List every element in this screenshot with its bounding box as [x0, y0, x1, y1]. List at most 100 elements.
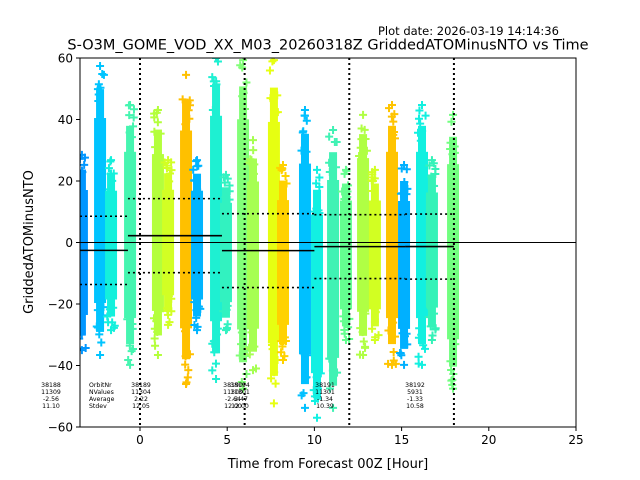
data-point	[221, 170, 230, 179]
data-point	[312, 204, 321, 213]
stat-label-text: 10.39	[316, 403, 334, 410]
data-point	[278, 342, 287, 351]
data-point	[361, 343, 370, 352]
scatter-column	[396, 161, 412, 369]
scatter-column	[367, 165, 383, 344]
data-point	[107, 326, 116, 335]
x-axis-label: Time from Forecast 00Z [Hour]	[227, 457, 429, 472]
data-point	[330, 137, 339, 146]
data-point	[129, 105, 138, 114]
data-point	[300, 105, 309, 114]
data-point	[180, 327, 189, 336]
data-point	[302, 116, 311, 125]
data-point	[80, 346, 86, 355]
data-point	[225, 187, 234, 196]
data-point	[125, 128, 134, 137]
data-point	[425, 161, 434, 170]
data-point	[414, 352, 423, 361]
data-point	[344, 181, 353, 190]
stat-label-text: 38189	[131, 382, 151, 389]
data-point	[416, 136, 425, 145]
stat-label-text: 11304	[131, 389, 151, 396]
data-point	[419, 341, 428, 350]
data-point	[329, 403, 338, 412]
stat-label-text: 38192	[405, 382, 425, 389]
data-point	[343, 192, 352, 201]
chart-title: S-O3M_GOME_VOD_XX_M03_20260318Z GriddedA…	[67, 38, 588, 54]
data-point	[249, 136, 258, 145]
point-cluster	[449, 136, 458, 367]
data-point	[302, 373, 311, 382]
data-point	[164, 320, 173, 329]
data-point	[125, 111, 134, 120]
data-point	[126, 101, 135, 110]
data-point	[431, 165, 440, 174]
data-point	[99, 303, 108, 312]
scatter-column	[92, 61, 108, 360]
data-point	[103, 312, 112, 321]
y-tick-label: −20	[48, 298, 73, 312]
stat-label-text: 12.00	[224, 403, 242, 410]
data-point	[356, 324, 365, 333]
scatter-column	[80, 150, 90, 355]
data-point	[328, 366, 337, 375]
data-point	[193, 156, 202, 165]
scatter-column	[149, 105, 165, 360]
data-point	[416, 119, 425, 128]
stat-label-text: 12.05	[132, 403, 150, 410]
data-point	[267, 341, 276, 350]
data-point	[325, 354, 334, 363]
data-point	[403, 340, 412, 349]
scatter-columns	[80, 58, 460, 422]
point-cluster	[388, 125, 397, 345]
data-point	[271, 108, 280, 117]
data-point	[400, 177, 409, 186]
stat-label-text: 5931	[407, 389, 423, 396]
point-cluster	[182, 99, 191, 360]
point-cluster	[193, 173, 202, 317]
data-point	[185, 101, 194, 110]
data-point	[402, 190, 411, 199]
point-cluster	[279, 180, 288, 345]
data-point	[221, 326, 230, 335]
data-point	[326, 384, 335, 393]
data-point	[414, 128, 423, 137]
data-point	[269, 399, 278, 408]
data-point	[390, 110, 399, 119]
data-point	[355, 151, 364, 160]
data-point	[193, 185, 202, 194]
data-point	[129, 122, 138, 131]
data-point	[194, 161, 203, 170]
data-point	[314, 384, 323, 393]
scatter-column	[276, 161, 291, 364]
data-point	[153, 328, 162, 337]
data-point	[421, 111, 430, 120]
data-point	[339, 317, 348, 326]
data-point	[384, 326, 393, 335]
data-point	[239, 87, 248, 96]
data-point	[80, 150, 86, 159]
data-point	[282, 179, 291, 188]
data-point	[223, 301, 232, 310]
data-point	[313, 413, 322, 422]
y-tick-label: 40	[58, 113, 73, 127]
x-tick-label: 25	[568, 433, 583, 447]
scatter-column	[178, 70, 194, 388]
stat-label-text: 11309	[41, 389, 61, 396]
data-point	[310, 396, 319, 405]
data-point	[98, 69, 107, 78]
stat-label-text: 38190	[223, 382, 243, 389]
scatter-column	[355, 110, 371, 360]
data-point	[192, 306, 201, 315]
point-cluster	[418, 125, 427, 345]
data-point	[92, 322, 101, 331]
point-cluster	[400, 181, 409, 349]
data-point	[429, 181, 438, 190]
y-tick-label: 60	[58, 52, 73, 66]
data-point	[184, 106, 193, 115]
scatter-column	[425, 156, 440, 344]
stat-label-text: 11300	[223, 389, 243, 396]
data-point	[209, 337, 218, 346]
